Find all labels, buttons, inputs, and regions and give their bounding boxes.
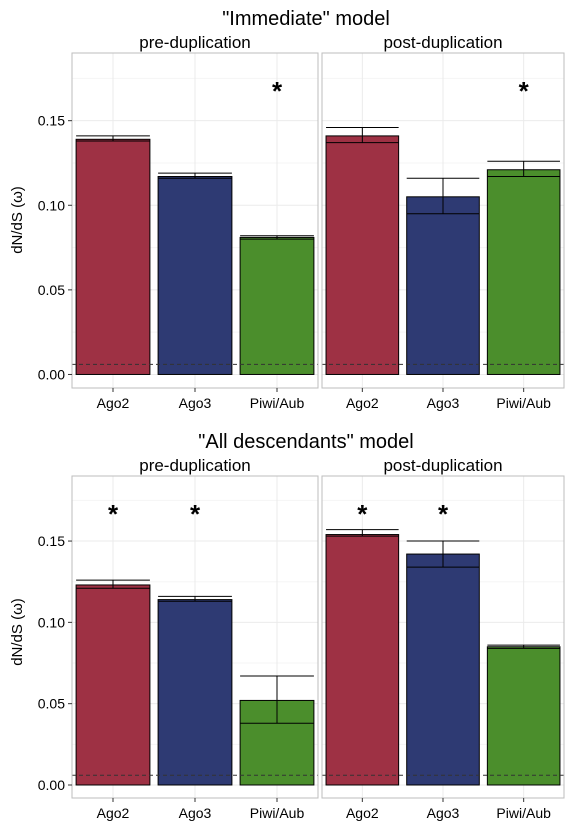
bar-immediate-pre-ago2 bbox=[75, 138, 151, 375]
x-tick-label-all-descendants-post: Ago2 bbox=[346, 805, 379, 821]
x-tick-label-immediate-pre: Piwi/Aub bbox=[250, 395, 305, 411]
facet-label-all-pre: pre-duplication bbox=[139, 456, 251, 475]
bar-immediate-post-ago3 bbox=[406, 196, 480, 375]
bar-all-descendants-post-ago2 bbox=[325, 534, 400, 786]
x-tick-label-immediate-pre: Ago2 bbox=[97, 395, 130, 411]
significance-star-all-descendants-pre-ago2: * bbox=[108, 499, 119, 529]
x-tick-label-immediate-post: Ago3 bbox=[427, 395, 460, 411]
facet-label-immediate-pre: pre-duplication bbox=[139, 33, 251, 52]
y-tick-label-all-descendants: 0.10 bbox=[38, 614, 65, 630]
x-tick-label-all-descendants-pre: Ago3 bbox=[179, 805, 212, 821]
x-tick-label-all-descendants-pre: Piwi/Aub bbox=[250, 805, 305, 821]
y-tick-label-immediate: 0.05 bbox=[38, 282, 65, 298]
facet-label-all-post: post-duplication bbox=[383, 456, 502, 475]
significance-star-immediate-post-piwi-aub: * bbox=[519, 76, 530, 106]
x-tick-label-immediate-post: Ago2 bbox=[346, 395, 379, 411]
x-tick-label-all-descendants-post: Ago3 bbox=[427, 805, 460, 821]
facet-label-immediate-post: post-duplication bbox=[383, 33, 502, 52]
y-tick-label-all-descendants: 0.05 bbox=[38, 696, 65, 712]
bar-immediate-pre-piwi-aub bbox=[239, 236, 315, 375]
x-tick-label-all-descendants-pre: Ago2 bbox=[97, 805, 130, 821]
significance-star-immediate-pre-piwi-aub: * bbox=[272, 76, 283, 106]
y-tick-label-immediate: 0.15 bbox=[38, 113, 65, 129]
y-tick-label-immediate: 0.00 bbox=[38, 366, 65, 382]
bar-all-descendants-pre-ago3 bbox=[157, 599, 233, 786]
chart-title-immediate: "Immediate" model bbox=[222, 8, 390, 30]
significance-star-all-descendants-post-ago2: * bbox=[357, 499, 368, 529]
bar-all-descendants-post-piwi-aub bbox=[486, 646, 561, 786]
y-axis-label-immediate: dN/dS (ω) bbox=[9, 186, 26, 254]
y-tick-label-all-descendants: 0.00 bbox=[38, 777, 65, 793]
y-axis-label-all-descendants: dN/dS (ω) bbox=[9, 598, 26, 666]
significance-star-all-descendants-pre-ago3: * bbox=[190, 499, 201, 529]
y-tick-label-all-descendants: 0.15 bbox=[38, 533, 65, 549]
bar-immediate-pre-ago3 bbox=[157, 176, 233, 375]
significance-star-all-descendants-post-ago3: * bbox=[438, 499, 449, 529]
bar-immediate-post-piwi-aub bbox=[486, 169, 561, 375]
x-tick-label-immediate-pre: Ago3 bbox=[179, 395, 212, 411]
chart-title-all-descendants: "All descendants" model bbox=[198, 431, 413, 453]
x-tick-label-immediate-post: Piwi/Aub bbox=[496, 395, 551, 411]
bar-all-descendants-post-ago3 bbox=[406, 553, 480, 786]
bar-immediate-post-ago2 bbox=[325, 135, 400, 375]
bar-all-descendants-pre-ago2 bbox=[75, 584, 151, 786]
x-tick-label-all-descendants-post: Piwi/Aub bbox=[496, 805, 551, 821]
y-tick-label-immediate: 0.10 bbox=[38, 197, 65, 213]
